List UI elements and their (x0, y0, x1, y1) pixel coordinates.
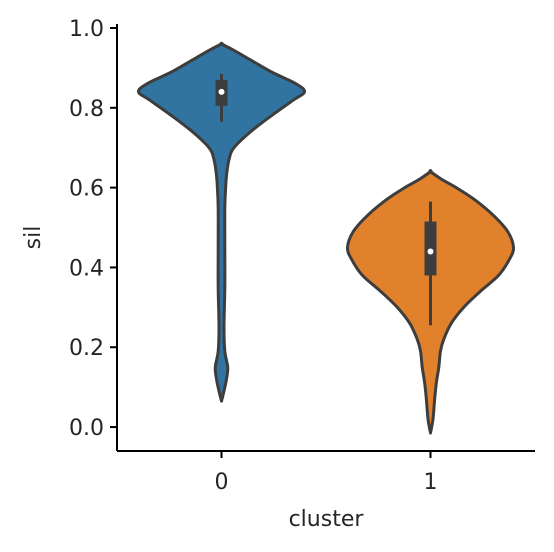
y-tick-label: 0.8 (69, 97, 104, 122)
x-axis-label: cluster (289, 507, 365, 532)
y-axis-label: sil (21, 226, 46, 250)
y-tick-label: 0.2 (69, 336, 104, 361)
x-tick-label: 0 (215, 470, 229, 495)
x-tick-label: 1 (424, 470, 438, 495)
y-tick-label: 1.0 (69, 17, 104, 42)
violins (136, 41, 516, 435)
y-tick-label: 0.0 (69, 416, 104, 441)
y-axis-ticks: 0.0 0.2 0.4 0.6 0.8 1.0 (69, 17, 117, 441)
violin-group-0 (136, 41, 307, 403)
y-tick-label: 0.4 (69, 256, 104, 281)
violin-group-1 (345, 169, 516, 435)
y-tick-label: 0.6 (69, 177, 104, 202)
violin-median-0 (218, 88, 225, 95)
violin-median-1 (427, 248, 434, 255)
violin-body-0 (136, 41, 307, 403)
